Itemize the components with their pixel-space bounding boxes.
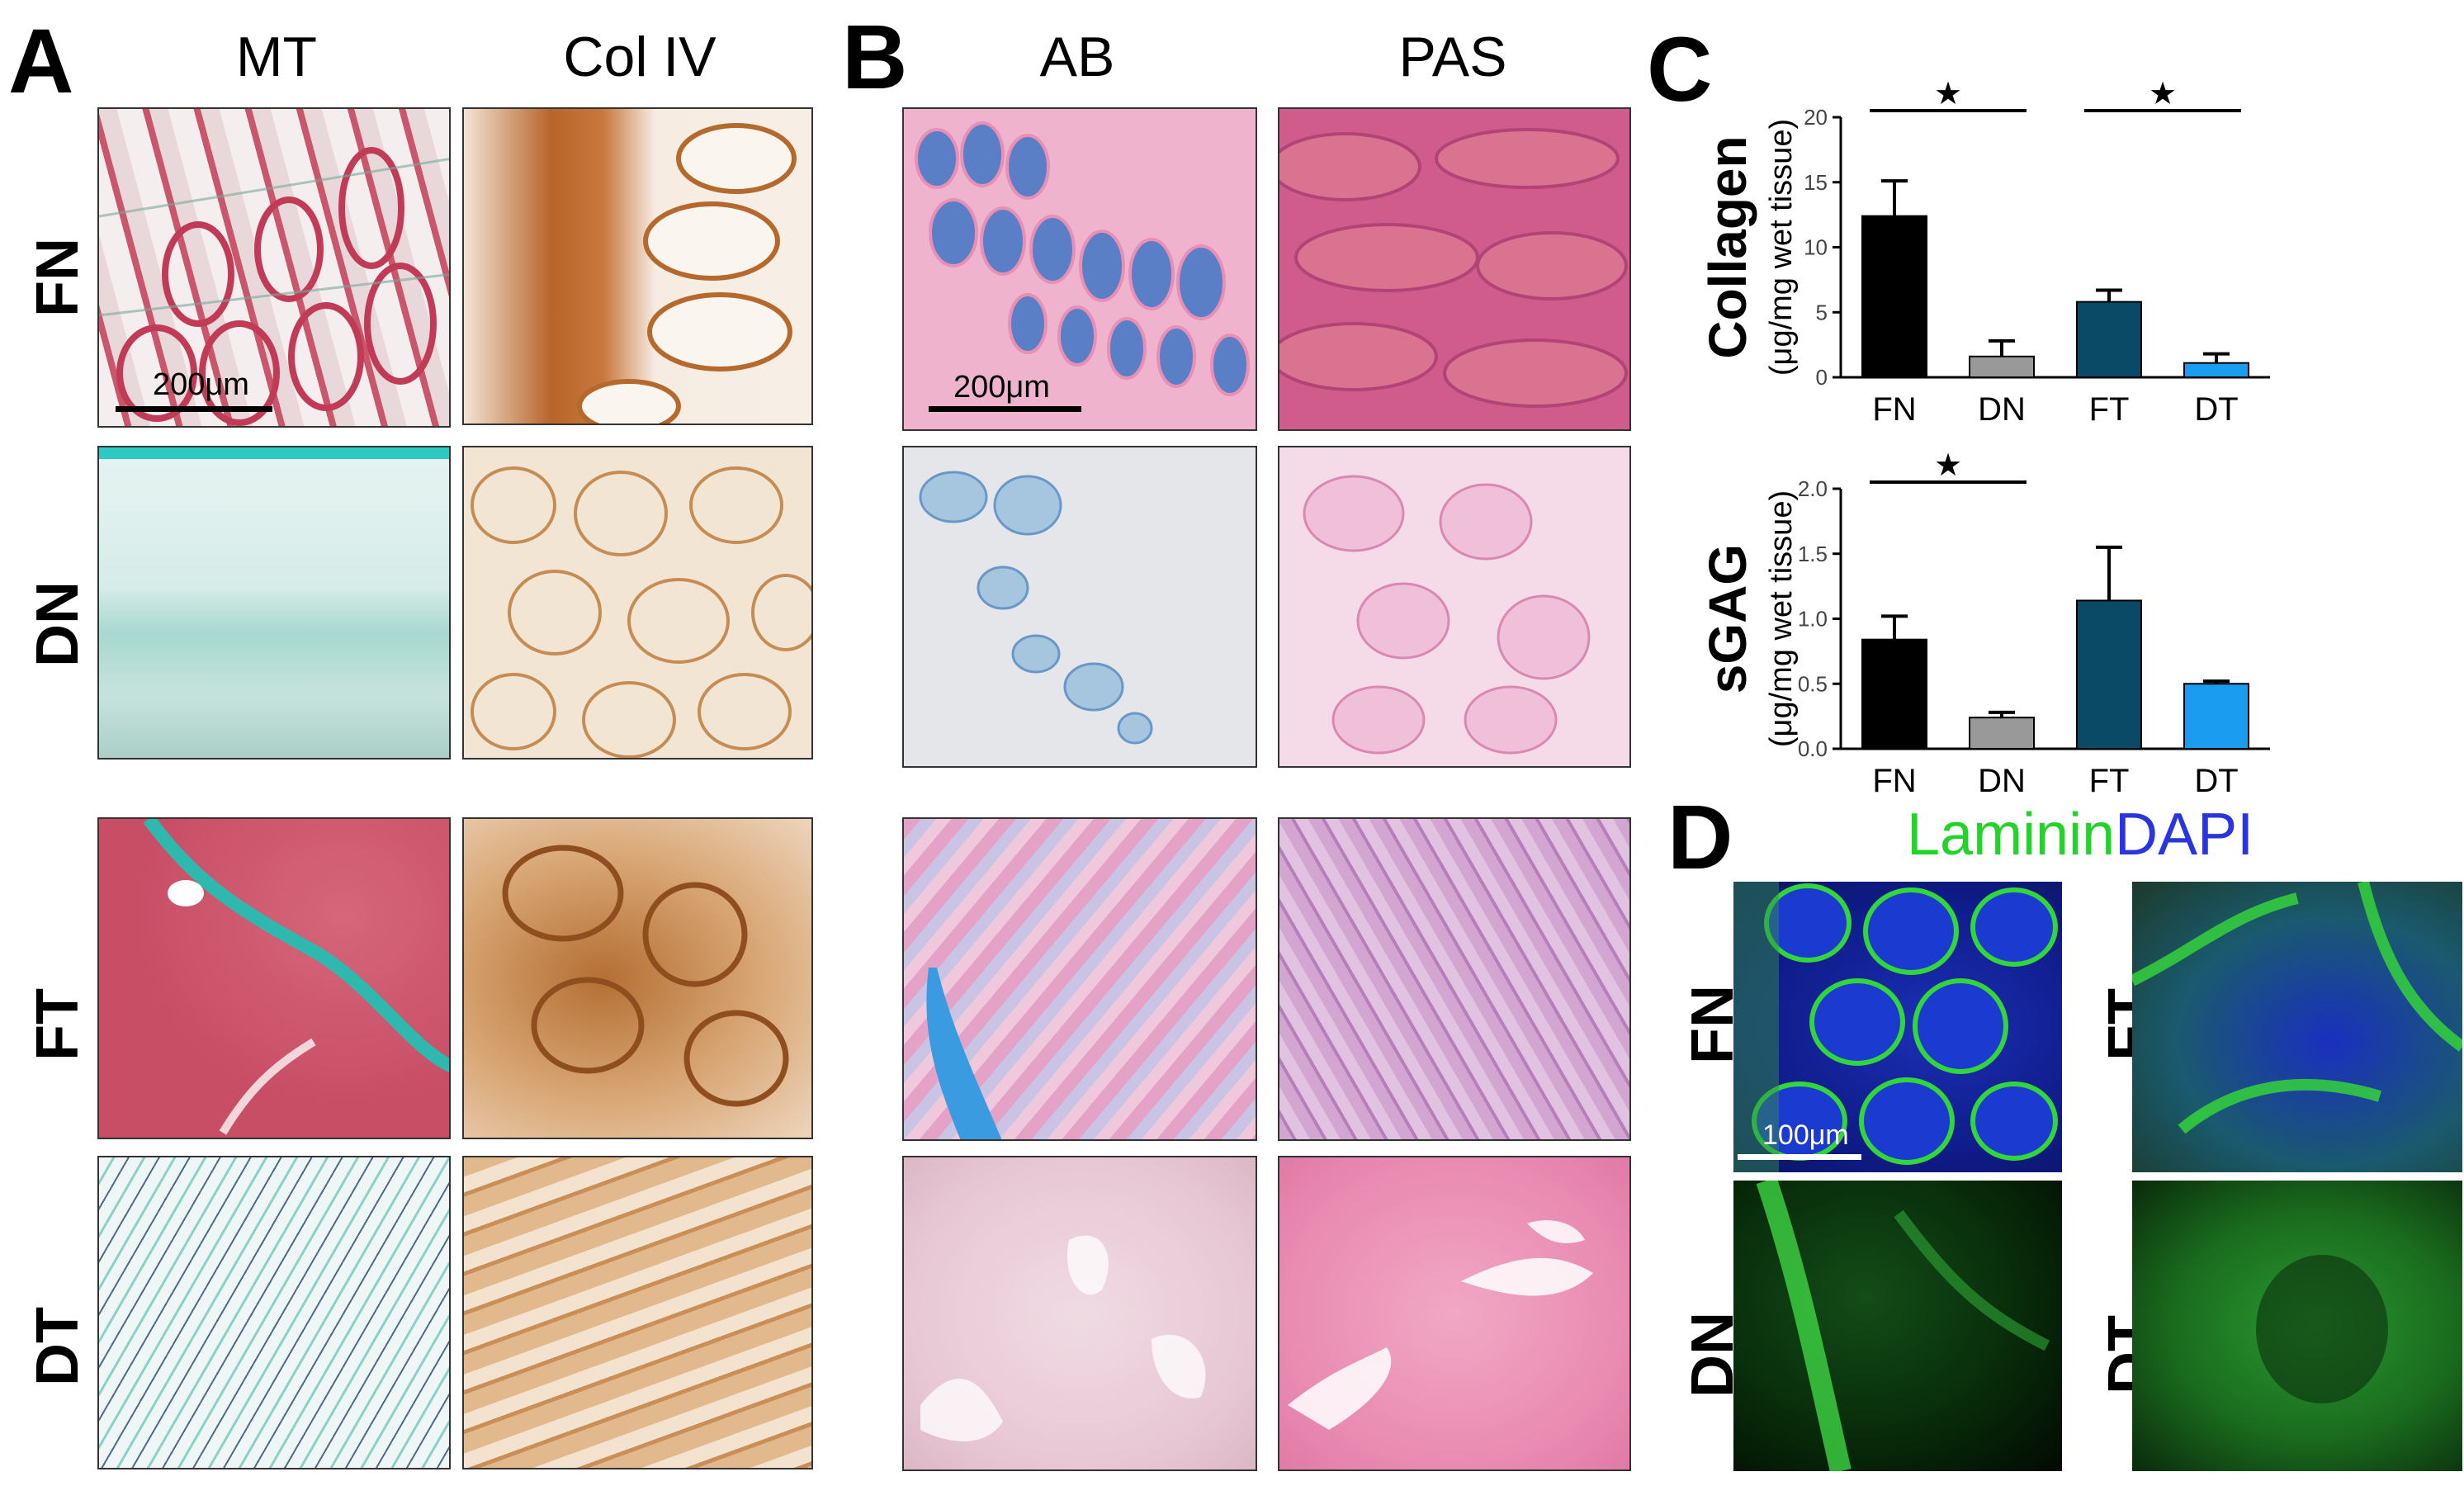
ab-ft-tissue-image	[902, 817, 1257, 1141]
ab-dt-tissue-image	[902, 1156, 1257, 1471]
ab-dn-tissue-image	[902, 446, 1257, 768]
y-axis-title: sGAG	[1698, 544, 1757, 693]
x-tick-label: DT	[2194, 763, 2238, 799]
mt-scale-bar-label: 200μm	[153, 367, 249, 402]
y-tick-label: 1.0	[1798, 607, 1828, 632]
fluorescence-scale-bar	[1738, 1154, 1861, 1160]
ab-scale-bar-label: 200μm	[953, 370, 1050, 405]
significance-star: ★	[2149, 77, 2177, 111]
fluorescence-scale-bar-label: 100μm	[1762, 1119, 1849, 1151]
bar	[2076, 599, 2142, 750]
col-iv-dn-tissue-image	[462, 446, 813, 760]
y-axis-title: Collagen	[1698, 135, 1757, 358]
y-tick-label: 5	[1816, 300, 1828, 324]
dapi-label: DAPI	[2115, 802, 2254, 868]
mt-ft-tissue-image	[97, 817, 451, 1139]
y-tick-label: 10	[1804, 235, 1828, 260]
bar	[2183, 362, 2249, 378]
fn-fluorescence-image: 100μm	[1733, 882, 2062, 1172]
column-header-col-iv: Col IV	[563, 26, 716, 88]
row-label-fn: FN	[25, 238, 91, 317]
pas-dn-tissue-image	[1278, 446, 1631, 768]
sgag-bar-chart: sGAG (μg/mg wet tissue)0.0 0.5 1.0 1.5 2.0 FN D…	[1698, 448, 2270, 799]
mt-scale-bar	[116, 406, 272, 412]
panel-d-letter: D	[1667, 787, 1733, 888]
col-iv-dt-tissue-image	[462, 1156, 813, 1469]
x-tick-label: DT	[2194, 391, 2238, 428]
mt-dt-tissue-image	[97, 1156, 451, 1469]
col-iv-fn-tissue-image	[462, 107, 813, 425]
y-tick-label: 0.5	[1798, 671, 1828, 696]
bar	[2183, 683, 2249, 750]
collagen-bar-chart: Collagen (μg/mg wet tissue) 0 5 10 15 20 FN DN FT…	[1698, 77, 2270, 428]
ab-fn-tissue-image: 200μm	[902, 107, 1257, 431]
ft-fluorescence-image	[2132, 882, 2462, 1172]
x-tick-label: FN	[1872, 391, 1916, 428]
pas-dt-tissue-image	[1278, 1156, 1631, 1471]
laminin-dapi-title: LamininDAPI	[1907, 805, 2254, 864]
y-tick-label: 0.0	[1798, 736, 1828, 761]
dn-fluorescence-image	[1733, 1181, 2062, 1471]
bar	[1969, 717, 2035, 750]
column-header-ab: AB	[1039, 26, 1115, 88]
mt-dn-tissue-image	[97, 446, 451, 760]
panel-b-letter: B	[842, 7, 908, 108]
x-tick-label: DN	[1978, 763, 2026, 799]
y-tick-label: 20	[1804, 105, 1828, 130]
x-tick-label: FN	[1872, 763, 1916, 799]
x-tick-label: FT	[2089, 763, 2130, 799]
y-tick-label: 0	[1816, 365, 1828, 390]
y-tick-label: 15	[1804, 170, 1828, 195]
pas-ft-tissue-image	[1278, 817, 1631, 1141]
panel-a-letter: A	[8, 11, 74, 112]
pas-fn-tissue-image	[1278, 107, 1631, 431]
x-tick-label: FT	[2089, 391, 2130, 428]
panel-c-letter: C	[1647, 19, 1713, 121]
bar	[1969, 355, 2035, 378]
y-tick-label: 1.5	[1798, 542, 1828, 566]
bar	[1861, 638, 1927, 750]
bar	[2076, 301, 2142, 378]
row-label-dn: DN	[25, 581, 91, 667]
y-tick-label: 2.0	[1798, 476, 1828, 501]
row-label-dt: DT	[25, 1307, 91, 1386]
y-axis-unit: (μg/mg wet tissue)	[1764, 490, 1799, 747]
y-axis-unit: (μg/mg wet tissue)	[1764, 119, 1799, 376]
mt-fn-tissue-image: 200μm	[97, 107, 451, 428]
laminin-label: Laminin	[1907, 802, 2116, 868]
significance-star: ★	[1934, 77, 1962, 111]
column-header-pas: PAS	[1398, 26, 1507, 88]
row-label-ft: FT	[25, 988, 91, 1061]
x-tick-label: DN	[1978, 391, 2026, 428]
ab-scale-bar	[929, 406, 1081, 412]
column-header-mt: MT	[235, 26, 318, 88]
significance-star: ★	[1934, 448, 1962, 483]
col-iv-ft-tissue-image	[462, 817, 813, 1139]
dt-fluorescence-image	[2132, 1181, 2462, 1471]
bar	[1861, 215, 1927, 378]
